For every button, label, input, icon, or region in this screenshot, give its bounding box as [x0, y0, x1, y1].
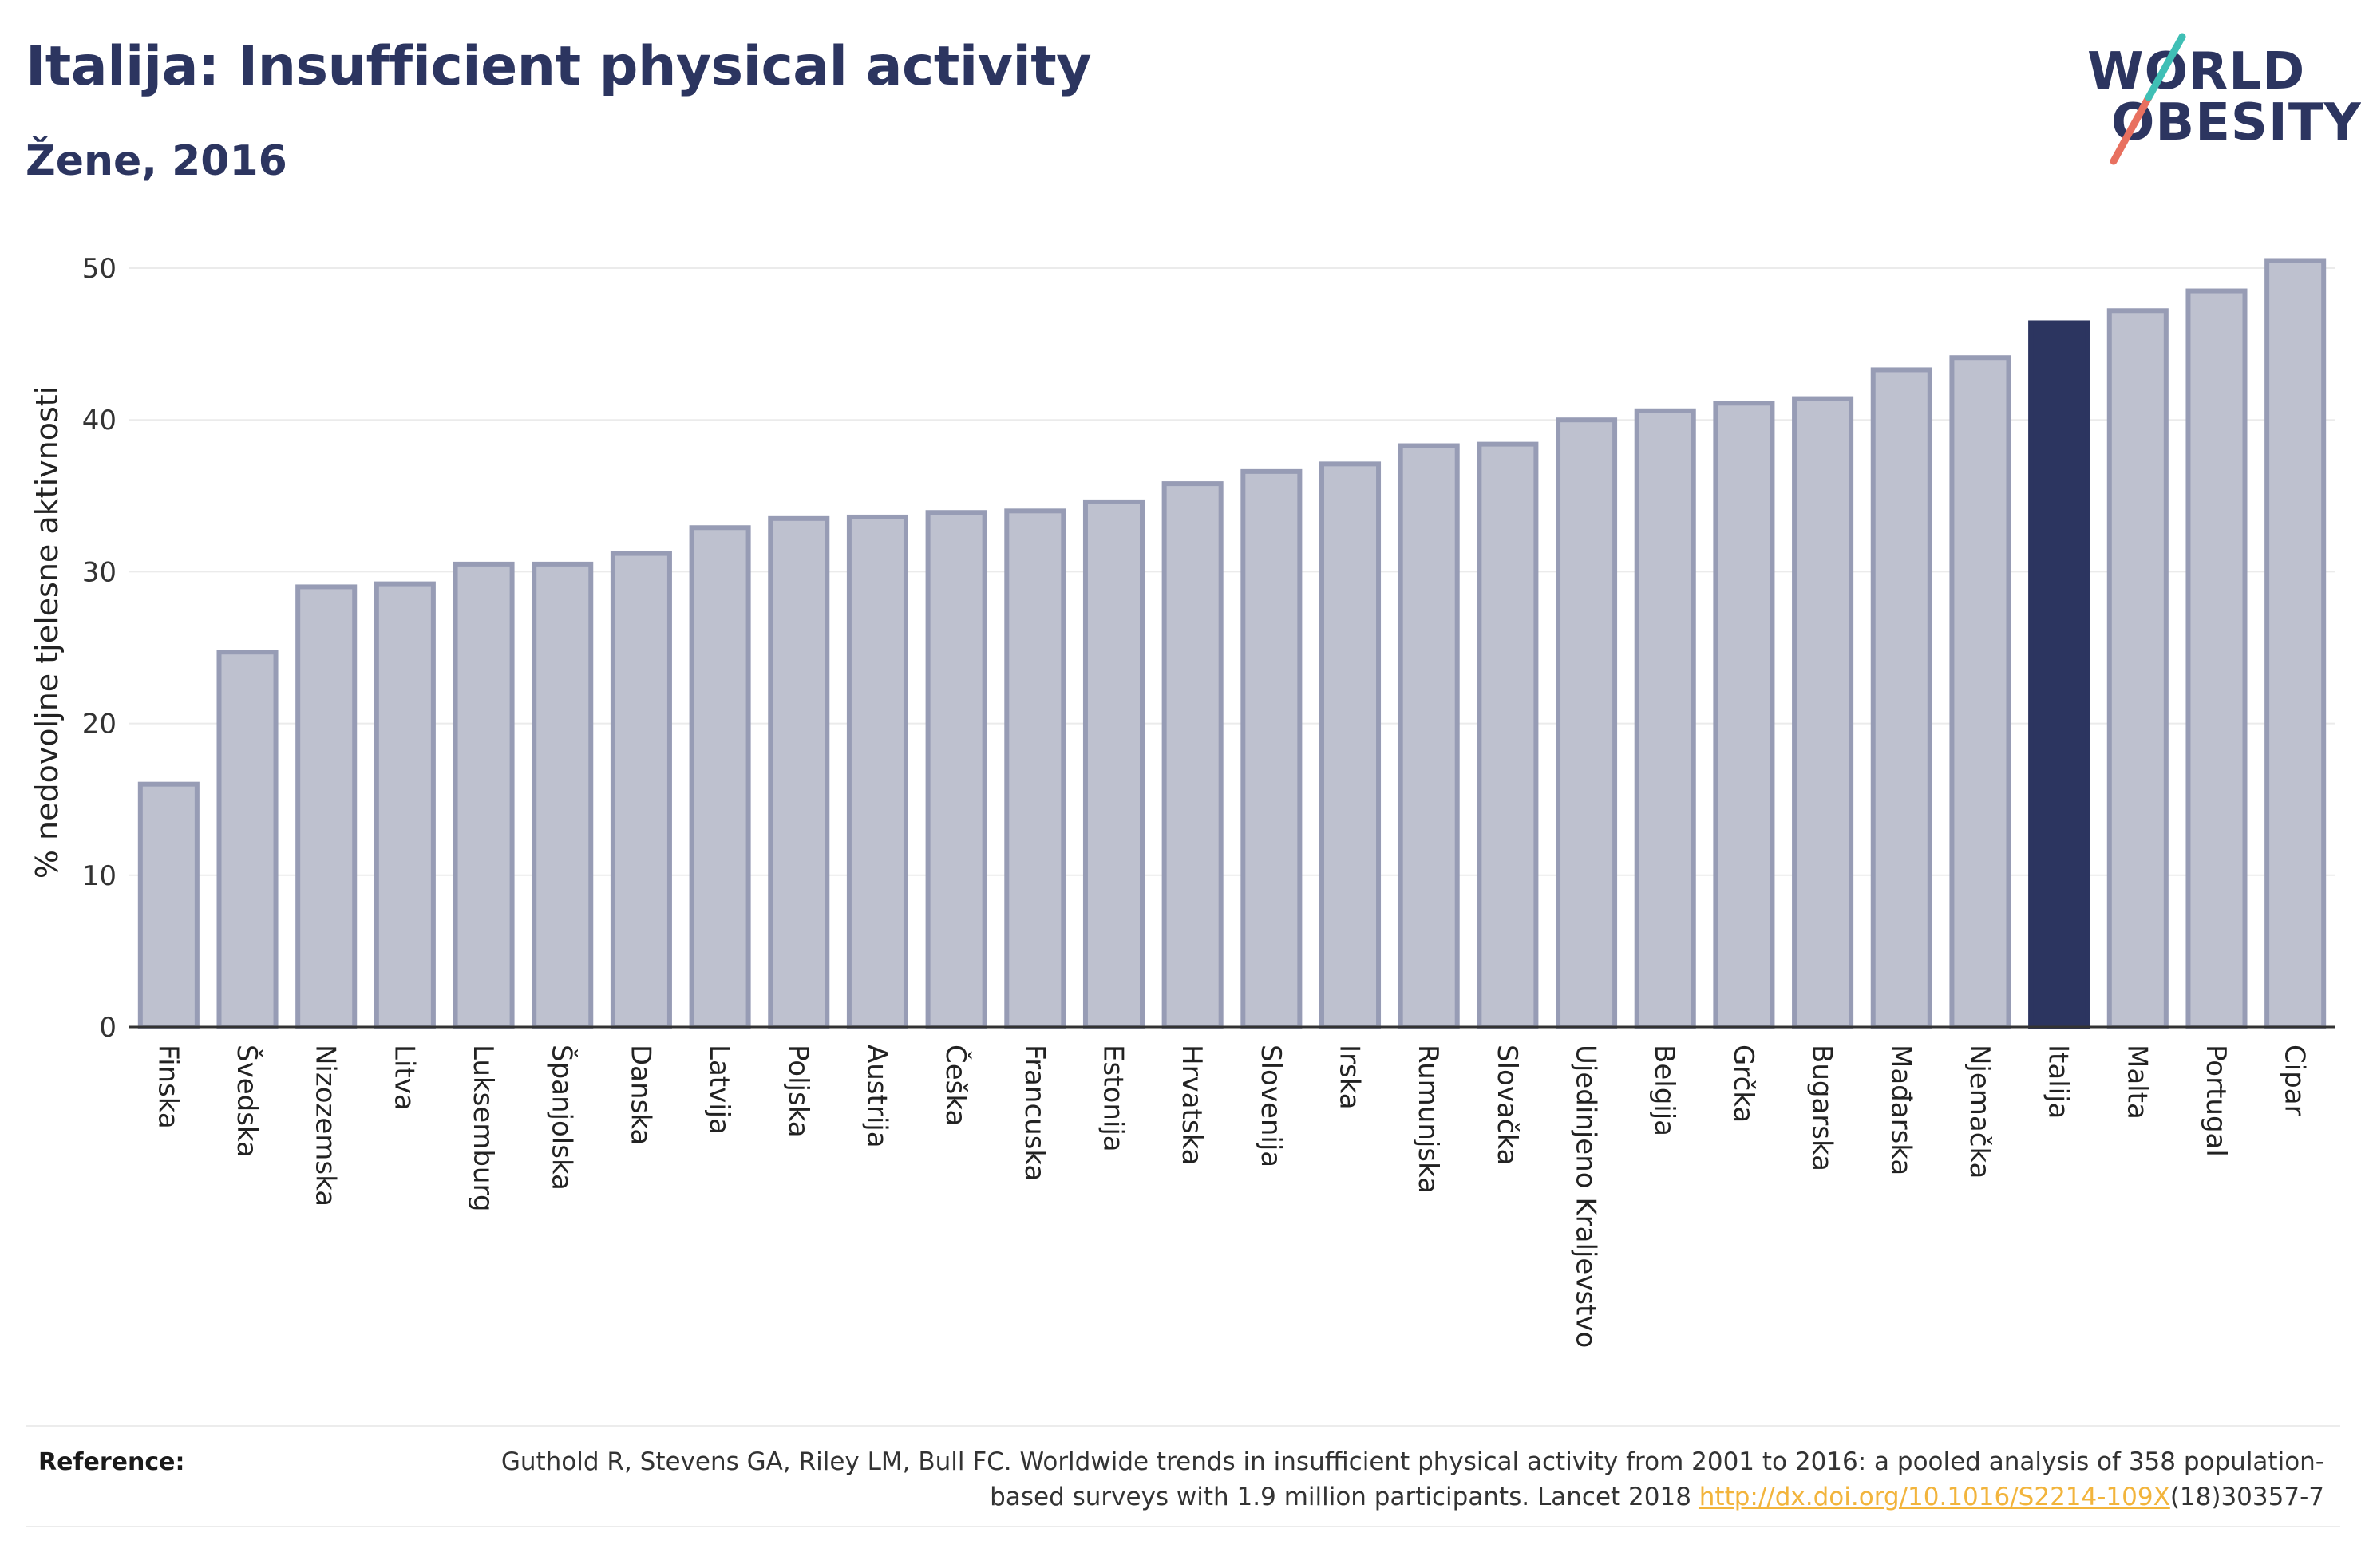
logo-slash-icon — [2110, 33, 2186, 165]
x-tick-label: Italija — [2043, 1045, 2074, 1119]
y-tick-label: 50 — [82, 253, 117, 285]
bar — [1004, 508, 1066, 1029]
bar — [1161, 481, 1224, 1029]
bar — [1240, 468, 1303, 1029]
y-tick-label: 20 — [82, 709, 117, 741]
x-tick-label: Estonija — [1097, 1045, 1129, 1152]
x-tick-label: Poljska — [782, 1045, 814, 1138]
bar — [216, 650, 279, 1029]
reference-top-divider — [26, 1425, 2340, 1427]
reference-doi-suffix: (18)30357-7 — [2169, 1483, 2324, 1511]
x-tick-label: Njemačka — [1964, 1045, 1995, 1179]
bar — [453, 561, 515, 1029]
bar — [925, 510, 987, 1029]
y-axis-title: % nedovoljne tjelesne aktivnosti — [30, 386, 65, 879]
x-tick-label: Finska — [152, 1045, 184, 1129]
bar-highlight — [2028, 320, 2090, 1029]
reference-bottom-divider — [26, 1526, 2340, 1527]
x-tick-label: Švedska — [231, 1045, 263, 1158]
reference-label: Reference: — [38, 1448, 185, 1476]
x-tick-label: Bugarska — [1806, 1045, 1838, 1171]
bar — [846, 514, 908, 1029]
bar — [1634, 408, 1696, 1029]
chart-subtitle: Žene, 2016 — [26, 137, 287, 185]
logo-word-obesity: OBESITY — [2111, 93, 2361, 152]
logo-word-world: WORLD — [2087, 42, 2306, 101]
y-tick-label: 10 — [82, 860, 117, 892]
x-tick-label: Luksemburg — [467, 1045, 499, 1211]
bar — [2185, 288, 2248, 1029]
x-tick-label: Hrvatska — [1176, 1045, 1208, 1165]
x-tick-label: Irska — [1334, 1045, 1366, 1110]
x-tick-label: Mađarska — [1884, 1045, 1916, 1175]
bar — [1319, 461, 1382, 1029]
x-tick-label: Grčka — [1727, 1045, 1759, 1123]
x-tick-label: Francuska — [1018, 1045, 1050, 1181]
x-tick-label: Danska — [624, 1045, 656, 1145]
x-tick-label: Latvija — [703, 1045, 735, 1135]
x-tick-label: Češka — [939, 1045, 972, 1126]
bar — [1398, 443, 1460, 1029]
bar — [1713, 401, 1775, 1029]
bar — [374, 581, 436, 1029]
y-tick-label: 30 — [82, 556, 117, 588]
y-tick-label: 40 — [82, 405, 117, 436]
reference-citation: Guthold R, Stevens GA, Riley LM, Bull FC… — [500, 1448, 2324, 1511]
bar — [295, 584, 358, 1029]
reference-doi-link[interactable]: http://dx.doi.org/10.1016/S2214-109X — [1699, 1483, 2170, 1511]
chart-title: Italija: Insufficient physical activity — [26, 35, 1092, 98]
x-tick-label: Nizozemska — [310, 1045, 342, 1207]
bar — [1477, 441, 1539, 1029]
bar — [768, 515, 830, 1029]
x-tick-label: Rumunjska — [1412, 1045, 1444, 1194]
bar — [2106, 308, 2169, 1030]
x-tick-label: Slovenija — [1255, 1045, 1287, 1167]
x-tick-label: Ujedinjeno Kraljevstvo — [1570, 1045, 1602, 1348]
bar — [1082, 499, 1145, 1029]
bar — [2264, 258, 2327, 1029]
y-tick-label: 0 — [99, 1012, 117, 1044]
bar — [689, 525, 751, 1029]
x-tick-label: Malta — [2121, 1045, 2153, 1120]
x-tick-label: Austrija — [860, 1045, 892, 1148]
bar — [1949, 355, 2011, 1029]
x-tick-label: Portugal — [2200, 1045, 2232, 1157]
bar — [137, 781, 200, 1029]
bar — [1870, 367, 1932, 1029]
reference-text: Guthold R, Stevens GA, Riley LM, Bull FC… — [488, 1444, 2324, 1515]
bar — [610, 551, 672, 1029]
x-tick-label: Belgija — [1648, 1045, 1680, 1136]
bar — [1556, 417, 1618, 1029]
bar — [532, 561, 594, 1029]
world-obesity-logo: WORLD OBESITY — [2075, 32, 2361, 168]
x-tick-label: Španjolska — [546, 1045, 579, 1191]
x-tick-label: Cipar — [2279, 1045, 2311, 1116]
x-tick-label: Litva — [388, 1045, 420, 1111]
bar — [1792, 396, 1854, 1029]
x-tick-label: Slovačka — [1491, 1045, 1523, 1165]
